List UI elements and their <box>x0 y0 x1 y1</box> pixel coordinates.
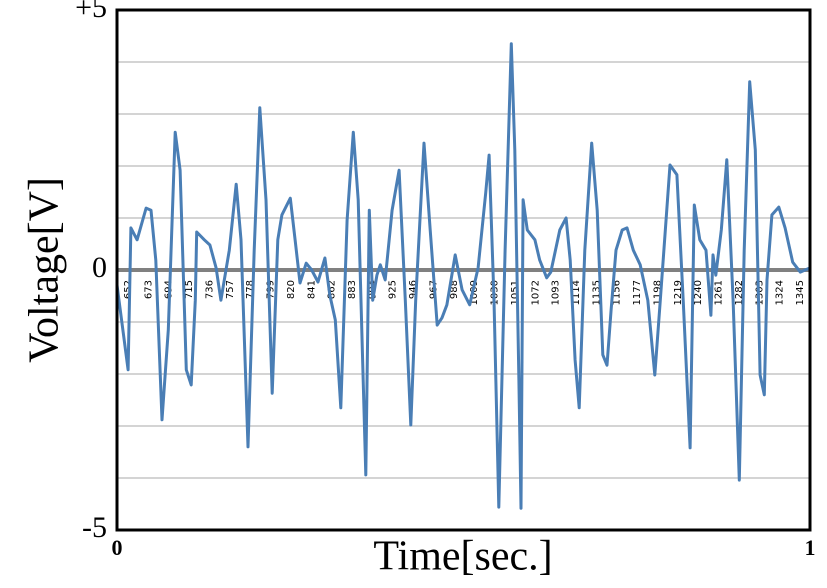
sample-label: 1135 <box>591 280 602 305</box>
y-tick-label: +5 <box>75 0 107 24</box>
sample-label: 1177 <box>632 280 643 305</box>
sample-label: 1345 <box>795 280 806 305</box>
sample-label: 715 <box>184 280 195 299</box>
x-tick-label: 0 <box>112 535 123 560</box>
y-tick-label: -5 <box>82 511 107 544</box>
sample-label: 820 <box>286 280 297 299</box>
sample-label: 673 <box>143 280 154 299</box>
sample-label: 1156 <box>612 280 623 305</box>
y-axis-label: Voltage[V] <box>22 177 68 363</box>
sample-label: 1198 <box>652 280 663 305</box>
plot-frame <box>115 8 812 532</box>
sample-label: 757 <box>225 280 236 299</box>
x-tick-label: 1 <box>805 535 816 560</box>
sample-label: 1324 <box>775 280 786 305</box>
sample-label: 862 <box>327 280 338 299</box>
sample-label: 1261 <box>714 280 725 305</box>
sample-label: 799 <box>266 280 277 299</box>
sample-label: 736 <box>204 280 215 299</box>
sample-label: 946 <box>408 280 419 299</box>
sample-label: 988 <box>449 280 460 299</box>
sample-label: 1093 <box>551 280 562 305</box>
sample-label: 1219 <box>673 280 684 305</box>
sample-label: 841 <box>306 280 317 299</box>
sample-label: 925 <box>388 280 399 299</box>
sample-label: 1114 <box>571 280 582 305</box>
sample-label: 1072 <box>530 280 541 305</box>
sample-label: 1240 <box>693 280 704 305</box>
sample-label: 1009 <box>469 280 480 305</box>
x-axis-label: Time[sec.] <box>373 534 552 580</box>
sample-label: 1051 <box>510 280 521 305</box>
sample-label: 883 <box>347 280 358 299</box>
sample-label: 778 <box>245 280 256 299</box>
sample-label: 1282 <box>734 280 745 305</box>
signal-line <box>115 42 811 510</box>
y-tick-label: 0 <box>92 251 107 284</box>
